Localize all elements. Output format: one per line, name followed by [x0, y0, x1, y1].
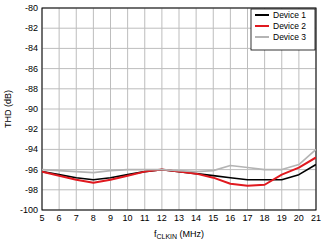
legend-label: Device 2	[273, 21, 306, 31]
y-tick-label: -82	[25, 23, 38, 33]
x-tick-label: 16	[225, 213, 235, 223]
x-axis-title: fCLKIN (MHz)	[154, 229, 204, 240]
x-tick-label: 14	[191, 213, 201, 223]
x-tick-label: 7	[74, 213, 79, 223]
x-tick-label: 20	[294, 213, 304, 223]
y-tick-label: -98	[25, 185, 38, 195]
series-line	[42, 149, 316, 172]
legend-label: Device 1	[273, 10, 306, 20]
legend-box	[251, 9, 315, 50]
x-tick-label: 17	[242, 213, 252, 223]
x-grid	[59, 8, 60, 210]
y-tick-label: -94	[25, 144, 38, 154]
y-tick-label: -86	[25, 64, 38, 74]
x-grid	[179, 8, 180, 210]
x-grid	[144, 8, 145, 210]
legend-label: Device 3	[273, 32, 306, 42]
y-tick-label: -84	[25, 43, 38, 53]
plot-frame	[42, 8, 316, 210]
series-group	[42, 149, 316, 185]
y-axis-title: THD (dB)	[3, 90, 13, 128]
x-tick-label: 11	[140, 213, 149, 223]
x-tick-label: 19	[277, 213, 287, 223]
x-tick-label: 18	[260, 213, 270, 223]
x-grid	[230, 8, 231, 210]
x-tick-label: 21	[311, 213, 321, 223]
x-tick-label: 9	[108, 213, 113, 223]
x-grid	[127, 8, 128, 210]
y-tick-label: -100	[20, 205, 38, 215]
x-grid	[213, 8, 214, 210]
x-tick-label: 13	[174, 213, 184, 223]
x-grid	[161, 8, 162, 210]
x-tick-label: 6	[57, 213, 62, 223]
legend-swatch	[255, 36, 269, 38]
x-tick-label: 12	[157, 213, 167, 223]
x-tick-label: 5	[39, 213, 44, 223]
y-tick-label: -92	[25, 124, 38, 134]
x-tick-label: 15	[208, 213, 218, 223]
x-grid	[196, 8, 197, 210]
y-tick-label: -96	[25, 165, 38, 175]
chart: -100-98-96-94-92-90-88-86-84-82-80567891…	[0, 0, 324, 243]
y-tick-label: -88	[25, 84, 38, 94]
x-tick-label: 8	[91, 213, 96, 223]
legend-swatch	[255, 14, 269, 16]
y-tick-label: -90	[25, 104, 38, 114]
y-tick-label: -80	[25, 3, 38, 13]
legend-swatch	[255, 25, 269, 27]
x-tick-label: 10	[123, 213, 133, 223]
